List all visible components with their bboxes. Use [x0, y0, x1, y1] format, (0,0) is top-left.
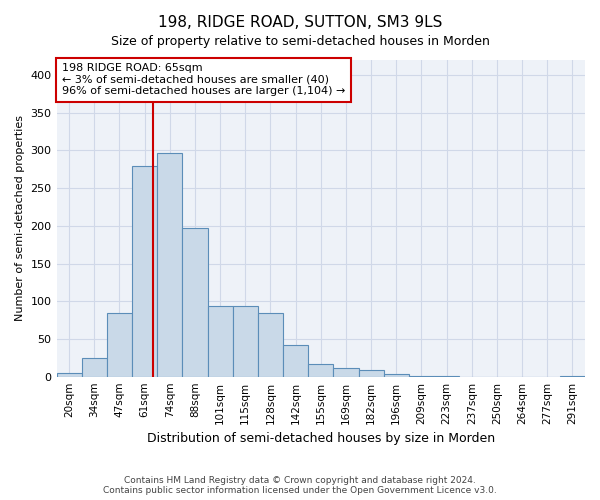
Bar: [334, 368, 359, 376]
Bar: [359, 370, 383, 376]
Bar: [107, 314, 132, 376]
Text: 198 RIDGE ROAD: 65sqm
← 3% of semi-detached houses are smaller (40)
96% of semi-: 198 RIDGE ROAD: 65sqm ← 3% of semi-detac…: [62, 63, 345, 96]
Bar: [157, 152, 182, 376]
Text: Contains HM Land Registry data © Crown copyright and database right 2024.
Contai: Contains HM Land Registry data © Crown c…: [103, 476, 497, 495]
Bar: [56, 373, 82, 376]
Text: 198, RIDGE ROAD, SUTTON, SM3 9LS: 198, RIDGE ROAD, SUTTON, SM3 9LS: [158, 15, 442, 30]
Bar: [233, 306, 258, 376]
Bar: [283, 345, 308, 376]
Bar: [132, 166, 157, 376]
Text: Size of property relative to semi-detached houses in Morden: Size of property relative to semi-detach…: [110, 35, 490, 48]
Bar: [182, 228, 208, 376]
Bar: [308, 364, 334, 376]
Bar: [383, 374, 409, 376]
Y-axis label: Number of semi-detached properties: Number of semi-detached properties: [15, 116, 25, 322]
Bar: [82, 358, 107, 376]
Bar: [208, 306, 233, 376]
X-axis label: Distribution of semi-detached houses by size in Morden: Distribution of semi-detached houses by …: [147, 432, 495, 445]
Bar: [258, 314, 283, 376]
